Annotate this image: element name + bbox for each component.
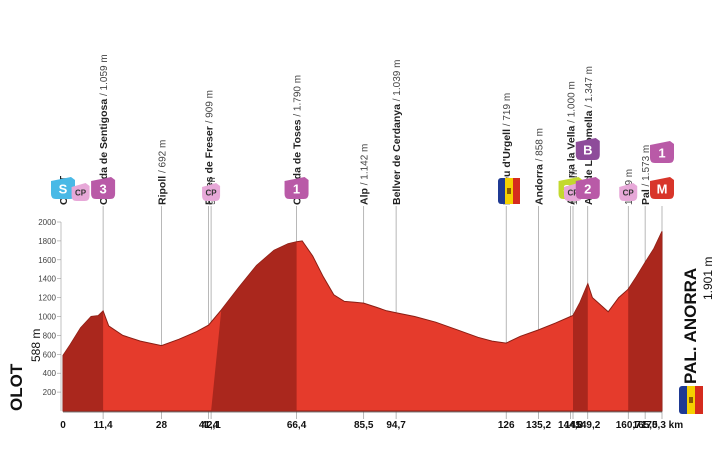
x-tick-label: 149,2 <box>575 420 600 431</box>
y-tick-label: 1400 <box>38 275 56 284</box>
marker-altitude: / 1.347 m <box>584 66 595 110</box>
profile-area <box>62 231 663 412</box>
marker-badge: 3 <box>91 177 116 199</box>
marker-altitude: / 1.142 m <box>360 144 371 188</box>
badge-label: CP <box>567 189 579 198</box>
y-tick-label: 1200 <box>38 294 56 303</box>
marker-label: Bellver de Cerdanya / 1.039 m <box>391 60 403 205</box>
andorra-flag-icon <box>498 178 520 204</box>
badge-shape <box>91 177 116 199</box>
badge-label: CP <box>75 189 87 198</box>
badge-shape <box>284 177 309 199</box>
marker-badge: CP <box>619 183 638 201</box>
marker-badge: 2 <box>575 177 600 199</box>
start-altitude-label: 588 m <box>29 329 43 362</box>
x-tick-label: 42,1 <box>201 420 221 431</box>
badge-shape <box>619 183 638 201</box>
andorra-flags <box>498 178 703 414</box>
badge-shape <box>51 177 75 199</box>
marker-altitude: / 719 m <box>502 93 513 129</box>
x-tick-label: 135,2 <box>526 420 551 431</box>
marker-altitude: / 1.039 m <box>392 60 403 104</box>
climb-section <box>628 231 662 411</box>
y-tick-label: 1600 <box>38 256 56 265</box>
extra-badge: M <box>650 177 674 199</box>
climb-section <box>63 310 104 411</box>
finish-altitude-label: 1.901 m <box>701 257 715 300</box>
badge-label: S <box>59 181 68 196</box>
marker-badges: 3CP1SPCP2CP1SCPBM <box>51 138 674 201</box>
x-axis: 0 11,4 28 41,442,1 66,4 85,5 94,7 126 135,2 144,3… <box>60 411 683 431</box>
marker-label: Ripoll / 692 m <box>156 140 168 205</box>
badge-shape <box>650 141 674 163</box>
badge-label: B <box>583 142 592 157</box>
x-tick-label: 28 <box>156 420 168 431</box>
x-tick-label: 41,4 <box>199 420 219 431</box>
badge-shape <box>71 183 90 201</box>
x-tick-label: 160,7 <box>616 420 641 431</box>
marker-label: Pal / 1.573 m <box>640 145 652 205</box>
badge-shape <box>575 138 600 160</box>
start-town-label: OLOT <box>7 363 26 411</box>
badge-label: CP <box>206 189 218 198</box>
finish-town-label: PAL. ANORRA <box>681 268 700 384</box>
badge-label: M <box>657 181 668 196</box>
marker-altitude: / 909 m <box>205 90 216 126</box>
x-tick-label: 0 <box>60 420 66 431</box>
marker-badge: 1 <box>284 177 309 199</box>
x-tick-label: 165,5 <box>633 420 658 431</box>
badge-label: 2 <box>584 181 591 196</box>
y-tick-label: 800 <box>43 331 57 340</box>
marker-label: Andorra / 858 m <box>534 128 546 205</box>
badge-label: 3 <box>99 181 106 196</box>
marker-place-name: Alp <box>359 188 371 205</box>
extra-badge: S <box>51 177 75 199</box>
badge-shape <box>202 183 221 201</box>
y-tick-label: 600 <box>43 350 57 359</box>
climb-section <box>211 241 297 411</box>
extra-badge: B <box>575 138 600 160</box>
profile-fill <box>62 231 663 412</box>
x-tick-label: 66,4 <box>287 420 307 431</box>
y-tick-label: 200 <box>43 388 57 397</box>
endpoint-labels: OLOT 588 m PAL. ANORRA 1.901 m <box>7 257 715 411</box>
badge-label: 1 <box>658 145 665 160</box>
marker-badge: CP <box>202 183 221 201</box>
x-tick-label: 126 <box>498 420 515 431</box>
x-tick-label: 94,7 <box>386 420 406 431</box>
marker-altitude: / 1.000 m <box>567 81 578 125</box>
y-axis: 200 400 600 800 1000 1200 1400 1600 1800 2000 <box>38 218 62 411</box>
x-tick-label: 170,3 km <box>641 420 683 431</box>
marker-place-name: Pal <box>640 189 652 205</box>
marker-altitude: / 1.790 m <box>293 75 304 119</box>
y-tick-label: 400 <box>43 369 57 378</box>
x-tick-label: 145 <box>565 420 582 431</box>
marker-altitude: / 1.059 m <box>99 54 110 98</box>
y-tick-label: 2000 <box>38 218 56 227</box>
marker-place-name: Andorra <box>534 164 546 205</box>
badge-label: 1 <box>293 181 300 196</box>
marker-altitude: / 858 m <box>535 128 546 164</box>
andorra-flag-icon <box>679 386 703 414</box>
x-tick-label: 85,5 <box>354 420 374 431</box>
y-tick-label: 1800 <box>38 237 56 246</box>
marker-place-name: Ripoll <box>156 176 168 205</box>
y-tick-label: 1000 <box>38 313 56 322</box>
badge-shape <box>575 177 600 199</box>
badge-label: CP <box>623 189 635 198</box>
marker-altitude: / 692 m <box>157 140 168 176</box>
x-tick-label: 11,4 <box>94 420 113 431</box>
climb-section <box>573 283 588 411</box>
badge-shape <box>650 177 674 199</box>
x-tick-label: 144,3 <box>558 420 583 431</box>
marker-label: Alp / 1.142 m <box>359 144 371 205</box>
marker-altitude: / 1.573 m <box>641 145 652 189</box>
extra-badge: CP <box>71 183 90 201</box>
marker-place-name: Bellver de Cerdanya <box>391 104 403 205</box>
marker-badge: 1 <box>650 141 674 163</box>
